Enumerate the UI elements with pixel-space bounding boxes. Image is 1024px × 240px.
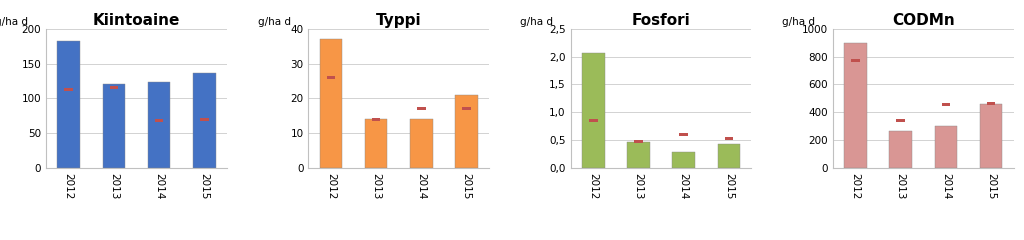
Bar — [194, 73, 216, 168]
Bar — [582, 53, 604, 168]
Bar — [890, 131, 912, 168]
Bar — [844, 43, 866, 168]
Bar — [102, 84, 125, 168]
Bar — [627, 142, 650, 168]
Bar — [456, 95, 478, 168]
Bar — [634, 140, 643, 143]
Title: Kiintoaine: Kiintoaine — [93, 13, 180, 28]
Bar — [942, 103, 950, 106]
Bar — [987, 102, 995, 106]
Bar — [147, 82, 170, 168]
Bar — [65, 88, 73, 91]
Bar — [200, 118, 209, 121]
Bar — [679, 133, 688, 136]
Text: g/ha d: g/ha d — [0, 18, 29, 27]
Bar — [935, 126, 957, 168]
Text: g/ha d: g/ha d — [520, 18, 553, 27]
Bar — [110, 86, 118, 89]
Bar — [851, 59, 860, 62]
Bar — [896, 119, 905, 122]
Bar — [372, 118, 381, 121]
Bar — [589, 119, 598, 122]
Bar — [980, 104, 1002, 168]
Bar — [327, 76, 335, 79]
Title: CODMn: CODMn — [892, 13, 954, 28]
Bar — [155, 119, 164, 122]
Bar — [319, 39, 342, 168]
Bar — [718, 144, 740, 168]
Title: Typpi: Typpi — [376, 13, 422, 28]
Title: Fosfori: Fosfori — [632, 13, 690, 28]
Bar — [725, 137, 733, 140]
Bar — [462, 107, 471, 110]
Bar — [410, 119, 433, 168]
Bar — [57, 41, 80, 168]
Bar — [673, 152, 695, 168]
Bar — [417, 107, 426, 110]
Bar — [365, 119, 387, 168]
Text: g/ha d: g/ha d — [258, 18, 291, 27]
Text: g/ha d: g/ha d — [782, 18, 815, 27]
